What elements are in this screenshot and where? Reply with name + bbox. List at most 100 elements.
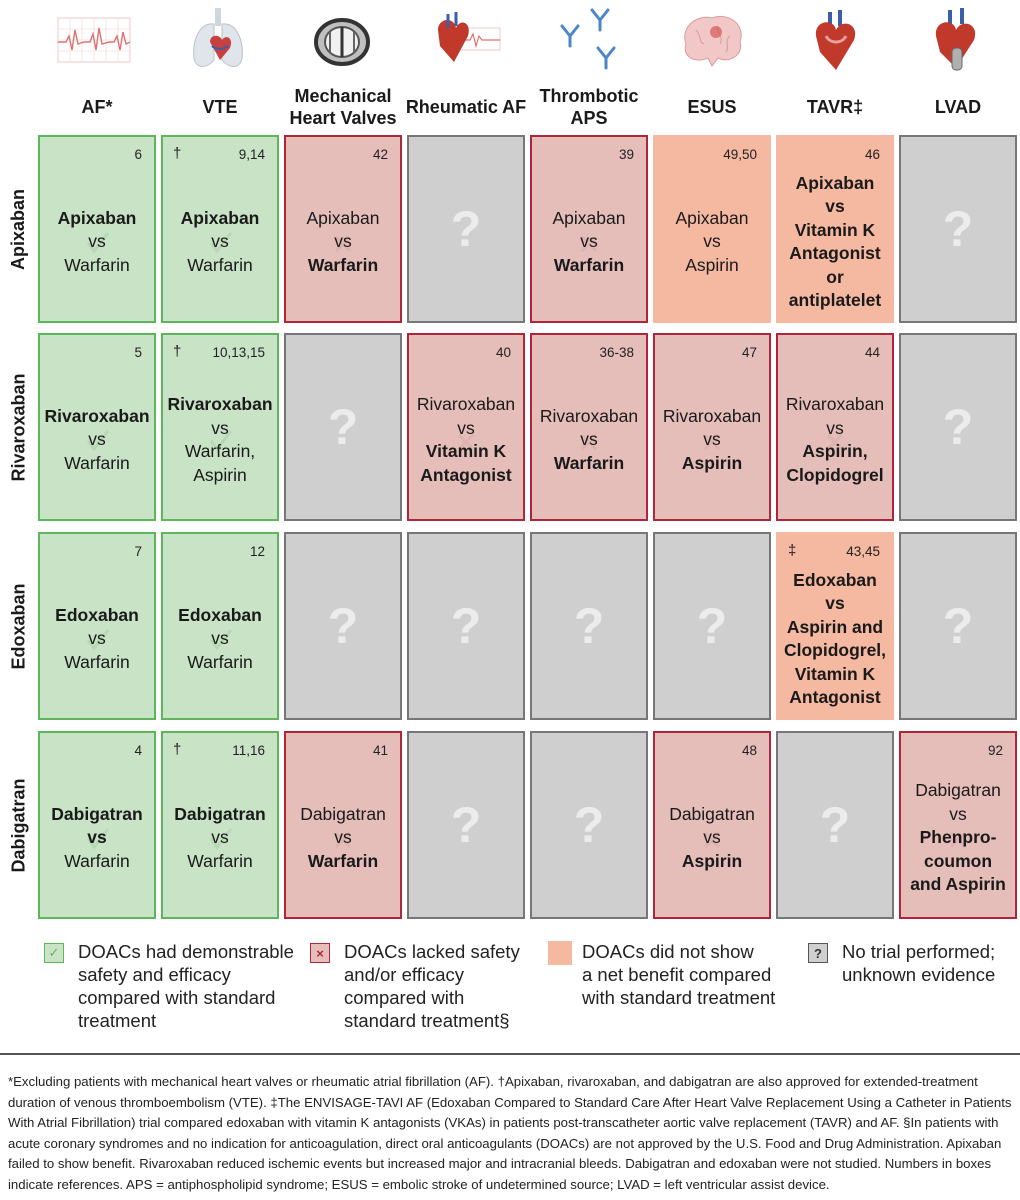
comparison-line: vs — [88, 628, 106, 649]
reference-number: 9,14 — [238, 147, 265, 162]
legend-orange-swatch — [548, 941, 572, 965]
question-icon: ? — [696, 598, 728, 654]
column-header: Mechanical Heart Valves — [289, 86, 397, 128]
legend-check-icon: ✓ — [44, 943, 64, 963]
comparison-line: Antagonist — [789, 687, 881, 707]
row-label: Edoxaban — [0, 532, 38, 720]
trial-comparison: Rivaroxaban vs Aspirin — [655, 369, 769, 511]
trial-comparison: Dabigatran vs Aspirin — [655, 767, 769, 909]
reference-number: 41 — [372, 743, 388, 758]
reference-number: 6 — [134, 147, 142, 162]
footnote-mark: † — [173, 741, 182, 758]
reference-number: 48 — [741, 743, 757, 758]
reference-number: 4 — [134, 743, 142, 758]
comparison-line: vs — [457, 417, 475, 438]
comparison-line: Apixaban — [57, 207, 137, 228]
legend-red-line: compared with — [344, 987, 465, 1008]
trial-cell-red: 39 Apixaban vs Warfarin — [530, 135, 648, 323]
watermark-x-icon — [457, 433, 475, 451]
trial-comparison: Apixaban vs Warfarin — [40, 171, 154, 313]
reference-number: 49,50 — [723, 147, 757, 162]
comparison-line: vs — [211, 231, 229, 252]
watermark-x-icon — [703, 831, 721, 849]
comparison-line: Aspirin — [685, 254, 739, 275]
trial-cell-red: 41 Dabigatran vs Warfarin — [284, 731, 402, 919]
comparison-line: vs — [703, 231, 721, 252]
footnote-mark: † — [173, 343, 182, 360]
question-icon: ? — [573, 598, 605, 654]
legend-gray-line: unknown evidence — [842, 964, 996, 985]
comparison-line: Aspirin, — [802, 441, 868, 461]
question-icon: ? — [819, 797, 851, 853]
question-icon: ? — [942, 201, 974, 257]
trial-comparison: Rivaroxaban vs Aspirin, Clopidogrel — [778, 369, 892, 511]
legend-red-line: DOACs lacked safety — [344, 941, 520, 962]
comparison-line: Rivaroxaban — [785, 394, 885, 414]
column-header: ESUS — [687, 97, 737, 117]
comparison-line: Edoxaban — [55, 604, 139, 625]
row-label: Dabigatran — [0, 731, 38, 919]
trial-cell-orange: 46 Apixaban vs Vitamin K Antagonist or antipla… — [776, 135, 894, 323]
comparison-line: and Aspirin — [910, 874, 1006, 895]
watermark-x-icon — [826, 433, 844, 451]
trial-comparison: Dabigatran vs Warfarin — [286, 767, 400, 909]
footnote-mark: ‡ — [788, 542, 797, 559]
comparison-line: Warfarin — [64, 254, 130, 275]
reference-number: 5 — [134, 345, 142, 360]
trial-cell-red: 36-38 Rivaroxaban vs Warfarin — [530, 333, 648, 521]
reference-number: 11,16 — [232, 743, 265, 758]
row-label: Apixaban — [0, 135, 38, 323]
question-icon: ? — [327, 399, 359, 455]
brain-icon — [684, 16, 742, 67]
reference-number: 36-38 — [599, 345, 634, 360]
comparison-line: Clopidogrel — [786, 464, 884, 485]
unknown-evidence-cell: ? — [530, 532, 648, 720]
mechanical-valve-icon — [314, 18, 370, 66]
comparison-line: vs — [703, 827, 721, 848]
trial-comparison: Apixaban vs Warfarin — [286, 171, 400, 313]
comparison-line: vs — [580, 231, 598, 252]
trial-cell-red: 42 Apixaban vs Warfarin — [284, 135, 402, 323]
trial-comparison: Rivaroxaban vs Warfarin, Aspirin — [163, 369, 277, 511]
antibody-icon — [560, 8, 616, 70]
trial-cell-orange: 49,50 Apixaban vs Aspirin — [653, 135, 771, 323]
reference-number: 43,45 — [846, 544, 880, 559]
comparison-line: Aspirin — [681, 452, 743, 473]
watermark-check-icon — [86, 232, 110, 254]
watermark-x-icon — [334, 235, 352, 253]
trial-cell-green: 12 Edoxaban vs Warfarin — [161, 532, 279, 720]
question-icon: ? — [450, 797, 482, 853]
watermark-check-icon — [86, 430, 110, 452]
legend-green-line: DOACs had demonstrable — [78, 941, 294, 962]
watermark-x-icon — [949, 831, 967, 849]
comparison-line: Dabigatran — [300, 803, 386, 824]
comparison-line: vs — [826, 417, 844, 438]
trial-comparison: Dabigatran vs Phenpro-coumon and Aspirin — [901, 767, 1015, 909]
divider — [0, 1053, 1020, 1055]
question-icon: ? — [450, 201, 482, 257]
trial-cell-red: 47 Rivaroxaban vs Aspirin — [653, 333, 771, 521]
column-header: TAVR‡ — [806, 97, 864, 117]
comparison-line: Vitamin K — [794, 663, 876, 684]
legend-orange-line: with standard treatment — [582, 987, 776, 1008]
comparison-line: vs — [211, 417, 229, 438]
legend-question-icon: ? — [808, 943, 828, 963]
trial-comparison: Apixaban vs Vitamin K Antagonist or antiplate… — [778, 171, 892, 313]
reference-number: 7 — [134, 544, 142, 559]
trial-cell-red: 44 Rivaroxaban vs Aspirin, Clopidogrel — [776, 333, 894, 521]
comparison-line: vs — [211, 827, 229, 848]
comparison-line: Warfarin — [187, 850, 253, 871]
comparison-line: Rivaroxaban — [662, 405, 762, 426]
column-header: Thrombotic APS — [539, 86, 639, 128]
comparison-line: Warfarin — [64, 452, 130, 473]
comparison-line: Aspirin and — [786, 616, 884, 637]
comparison-line: Warfarin — [553, 452, 625, 473]
watermark-check-icon — [209, 629, 233, 651]
watermark-check-icon — [209, 828, 233, 850]
trial-comparison: Rivaroxaban vs Warfarin — [532, 369, 646, 511]
row-label-text: Rivaroxaban — [8, 372, 29, 482]
comparison-line: vs — [825, 196, 845, 216]
comparison-line: antiplatelet — [788, 290, 882, 310]
comparison-line: Warfarin — [64, 850, 130, 871]
comparison-line: vs — [703, 429, 721, 450]
